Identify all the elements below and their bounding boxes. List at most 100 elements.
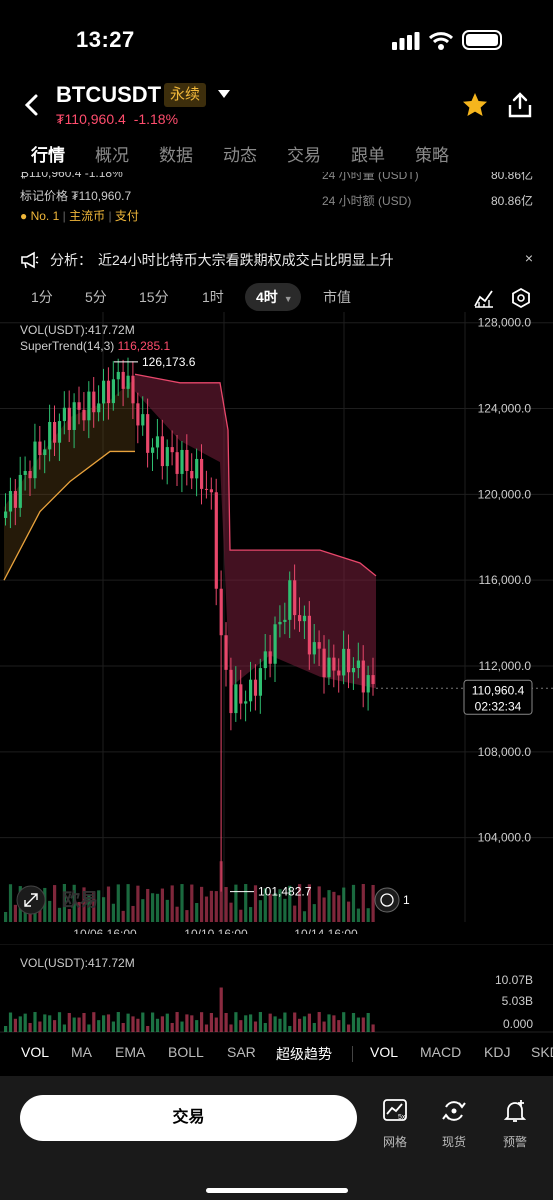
volume-bar xyxy=(234,884,238,922)
volume-panel-bar xyxy=(53,1020,57,1032)
dropdown-triangle-icon[interactable] xyxy=(216,88,232,100)
candle-body xyxy=(141,414,145,426)
payment-tag[interactable]: 支付 xyxy=(114,209,139,223)
tf-1h[interactable]: 1时 xyxy=(202,289,224,305)
expand-arrows-icon xyxy=(24,893,38,907)
candle-body xyxy=(332,657,336,671)
volume-bar xyxy=(332,891,336,922)
tab-news[interactable]: 动态 xyxy=(223,146,257,165)
tf-marketcap[interactable]: 市值 xyxy=(323,289,351,305)
volume-bar xyxy=(87,895,91,922)
volume-bar xyxy=(175,906,179,922)
back-arrow-icon[interactable] xyxy=(18,88,46,122)
ind-sar[interactable]: SAR xyxy=(227,1044,256,1060)
volume-bar xyxy=(67,908,71,922)
volume-bar xyxy=(224,887,228,922)
tab-overview[interactable]: 概况 xyxy=(95,146,129,165)
indicator-settings-icon[interactable] xyxy=(473,288,495,308)
ind-vol-sub[interactable]: VOL xyxy=(370,1044,399,1060)
volume-bar xyxy=(131,905,135,922)
hexagon-settings-icon[interactable] xyxy=(510,287,532,309)
volume-bar xyxy=(347,901,351,922)
tab-market[interactable]: 行情 xyxy=(31,146,65,165)
pair-name[interactable]: BTCUSDT xyxy=(56,82,162,107)
close-icon[interactable]: × xyxy=(524,250,533,266)
analysis-banner[interactable]: 分析： 近24小时比特币大宗看跌期权成交占比明显上升 × xyxy=(20,250,533,272)
share-icon[interactable] xyxy=(507,91,533,119)
volume-panel-bar xyxy=(77,1017,81,1032)
candle-body xyxy=(371,675,375,685)
spot-button[interactable]: 现货 xyxy=(434,1098,474,1150)
candle-body xyxy=(111,379,115,404)
ind-macd[interactable]: MACD xyxy=(420,1044,462,1060)
swap-icon xyxy=(442,1101,466,1121)
globe-inner-icon xyxy=(380,893,394,907)
watermark-logo: 欧易 xyxy=(62,889,98,911)
volume-panel-bar xyxy=(322,1021,326,1032)
ind-kdj[interactable]: KDJ xyxy=(484,1044,511,1060)
ind-vol-main[interactable]: VOL xyxy=(21,1044,50,1060)
volume-bar xyxy=(278,889,282,922)
candle-body xyxy=(229,669,233,714)
volume-panel-bar xyxy=(185,1014,189,1032)
volume-panel-bar xyxy=(126,1013,130,1032)
tf-1m[interactable]: 1分 xyxy=(31,289,53,305)
ind-boll[interactable]: BOLL xyxy=(168,1044,204,1060)
ind-ma[interactable]: MA xyxy=(71,1044,92,1060)
volume-axis-label-zero: 0.000 xyxy=(503,1017,533,1031)
x-axis-label: 10/10 16:00 xyxy=(184,927,248,934)
volume-axis-label-mid: 5.03B xyxy=(502,994,533,1008)
ind-ema[interactable]: EMA xyxy=(115,1044,146,1060)
candle-body xyxy=(278,621,282,625)
favorite-star-icon[interactable] xyxy=(461,92,489,118)
volume-panel-bar xyxy=(229,1024,233,1032)
tab-copytrade[interactable]: 跟单 xyxy=(351,146,385,165)
chart-annotations: 126,173.6 101,482.7 110,960.4 02:32:34 欧易 1 xyxy=(16,355,553,915)
volume-bar xyxy=(253,885,258,922)
last-price-label: 110,960.4 xyxy=(472,683,525,697)
candle-body xyxy=(62,407,66,422)
grid-badge: 5x xyxy=(398,1114,406,1121)
tf-5m[interactable]: 5分 xyxy=(85,289,107,305)
volume-bar xyxy=(53,885,57,922)
candle-body xyxy=(8,491,13,512)
tf-15m[interactable]: 15分 xyxy=(139,289,169,305)
y-axis-labels: 128,000.0 124,000.0 120,000.0 116,000.0 112,… xyxy=(478,316,532,845)
ind-supertrend[interactable]: 超级趋势 xyxy=(276,1046,332,1062)
volume-bar xyxy=(106,886,111,922)
battery-icon xyxy=(462,30,502,50)
tab-trade[interactable]: 交易 xyxy=(287,146,321,165)
analysis-text: 分析： 近24小时比特币大宗看跌期权成交占比明显上升 xyxy=(50,250,394,270)
trade-button[interactable]: 交易 xyxy=(20,1095,357,1141)
grid-button[interactable]: 5x 网格 xyxy=(375,1098,415,1150)
alert-button[interactable]: 预警 xyxy=(495,1098,535,1150)
volume-bar xyxy=(307,884,311,922)
indicator-legend: VOL(USDT):417.72M SuperTrend(14,3) 116,2… xyxy=(20,322,170,354)
volume-panel-bar xyxy=(155,1018,160,1032)
info-last-price: ₿110,960.4 -1.18% xyxy=(20,172,123,180)
candle-body xyxy=(175,452,179,474)
tab-strategy[interactable]: 策略 xyxy=(415,146,449,165)
price-chart[interactable]: 128,000.0 124,000.0 120,000.0 116,000.0 112,… xyxy=(0,312,553,934)
rank-tag[interactable]: No. 1 xyxy=(30,209,60,223)
volume-panel-bar xyxy=(92,1012,96,1032)
volume-bar xyxy=(160,888,164,922)
volume-bar xyxy=(155,893,160,922)
volume-panel[interactable]: 10.07B 5.03B 0.000 xyxy=(0,944,553,1036)
volume-panel-bar xyxy=(361,1017,365,1032)
ind-skdj[interactable]: SKD xyxy=(531,1044,553,1060)
tag-row: ● No. 1 | 主流币 | 支付 xyxy=(20,209,139,223)
candle-body xyxy=(273,624,277,664)
mainstream-tag[interactable]: 主流币 xyxy=(69,209,106,223)
header-price: ₮110,960.4 xyxy=(56,111,126,127)
volume-bars xyxy=(4,861,375,922)
tf-4h[interactable]: 4时 ▼ xyxy=(245,283,301,311)
y-axis-label: 120,000.0 xyxy=(478,487,532,501)
volume-panel-bar xyxy=(288,1025,292,1032)
low-price-label: 101,482.7 xyxy=(258,885,312,899)
tab-data[interactable]: 数据 xyxy=(159,146,193,165)
volume-panel-bar xyxy=(317,1012,321,1032)
volume-bar xyxy=(170,885,174,922)
candle-body xyxy=(298,615,302,622)
candle-body xyxy=(13,491,17,508)
